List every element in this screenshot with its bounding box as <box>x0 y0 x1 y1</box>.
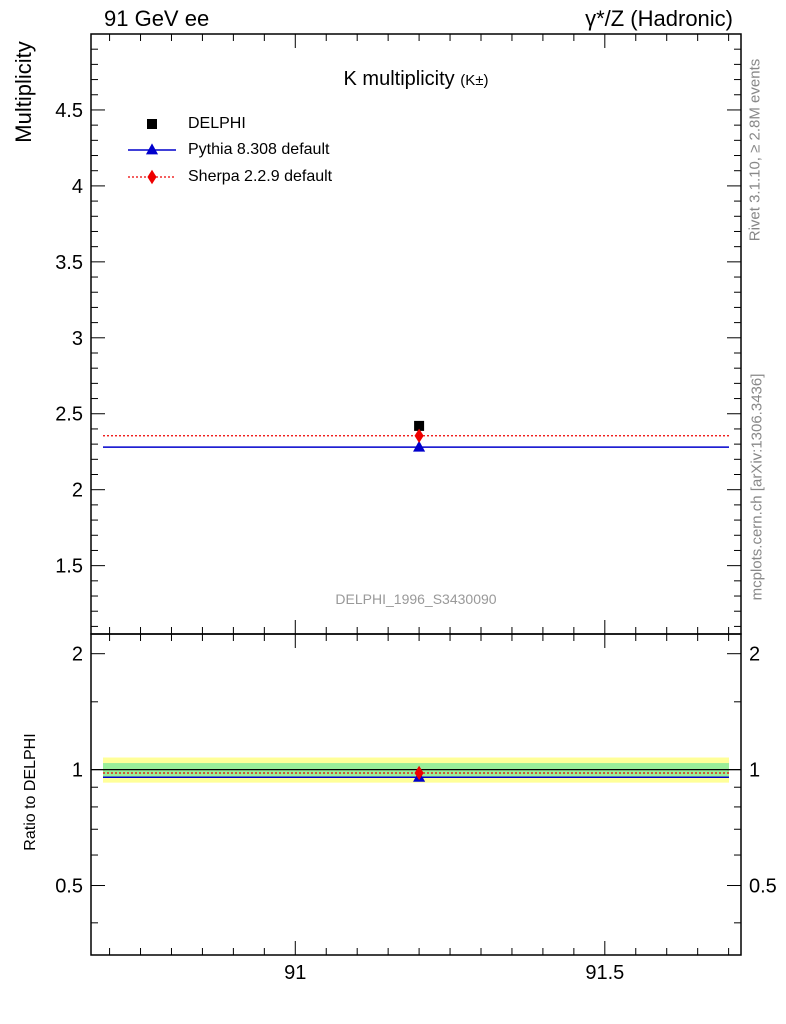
main-ytick-label: 4.5 <box>55 100 83 122</box>
legend-marker-delphi <box>147 119 157 129</box>
legend-label-pythia: Pythia 8.308 default <box>188 141 330 158</box>
ratio-ytick-label-left: 2 <box>72 644 83 666</box>
plot-title: K multiplicity (K±) <box>344 68 489 91</box>
main-ytick-label: 4 <box>72 176 83 198</box>
header-right: γ*/Z (Hadronic) <box>585 6 733 31</box>
legend-label-data: DELPHI <box>188 115 246 132</box>
main-frame <box>90 33 742 635</box>
xtick-label: 91.5 <box>585 962 624 984</box>
data-point-pythia <box>413 440 426 452</box>
analysis-watermark: DELPHI_1996_S3430090 <box>335 591 497 607</box>
legend-marker-sherpa <box>147 169 157 185</box>
ratio-ytick-label-right: 0.5 <box>749 876 777 898</box>
data-point-sherpa <box>414 428 424 443</box>
xtick-label: 91 <box>284 962 306 984</box>
legend-marker-pythia <box>145 143 159 155</box>
data-point-delphi <box>414 420 425 431</box>
ratio-point-sherpa <box>414 765 424 781</box>
main-ytick-label: 2 <box>72 480 83 502</box>
legend-label-sherpa: Sherpa 2.2.9 default <box>188 168 333 185</box>
main-ytick-label: 3 <box>72 328 83 350</box>
ratio-ytick-label-left: 1 <box>72 760 83 782</box>
plot-title-text: K multiplicity <box>343 68 455 90</box>
ratio-frame <box>90 633 742 956</box>
ratio-ytick-label-right: 2 <box>749 644 760 666</box>
main-ytick-label: 2.5 <box>55 404 83 426</box>
plot-title-suffix: (K±) <box>460 72 489 89</box>
main-ytick-label: 3.5 <box>55 252 83 274</box>
main-ytick-label: 1.5 <box>55 556 83 578</box>
header-left: 91 GeV ee <box>104 6 210 31</box>
ratio-ytick-label-left: 0.5 <box>55 876 83 898</box>
ratio-ytick-label-right: 1 <box>749 760 760 782</box>
